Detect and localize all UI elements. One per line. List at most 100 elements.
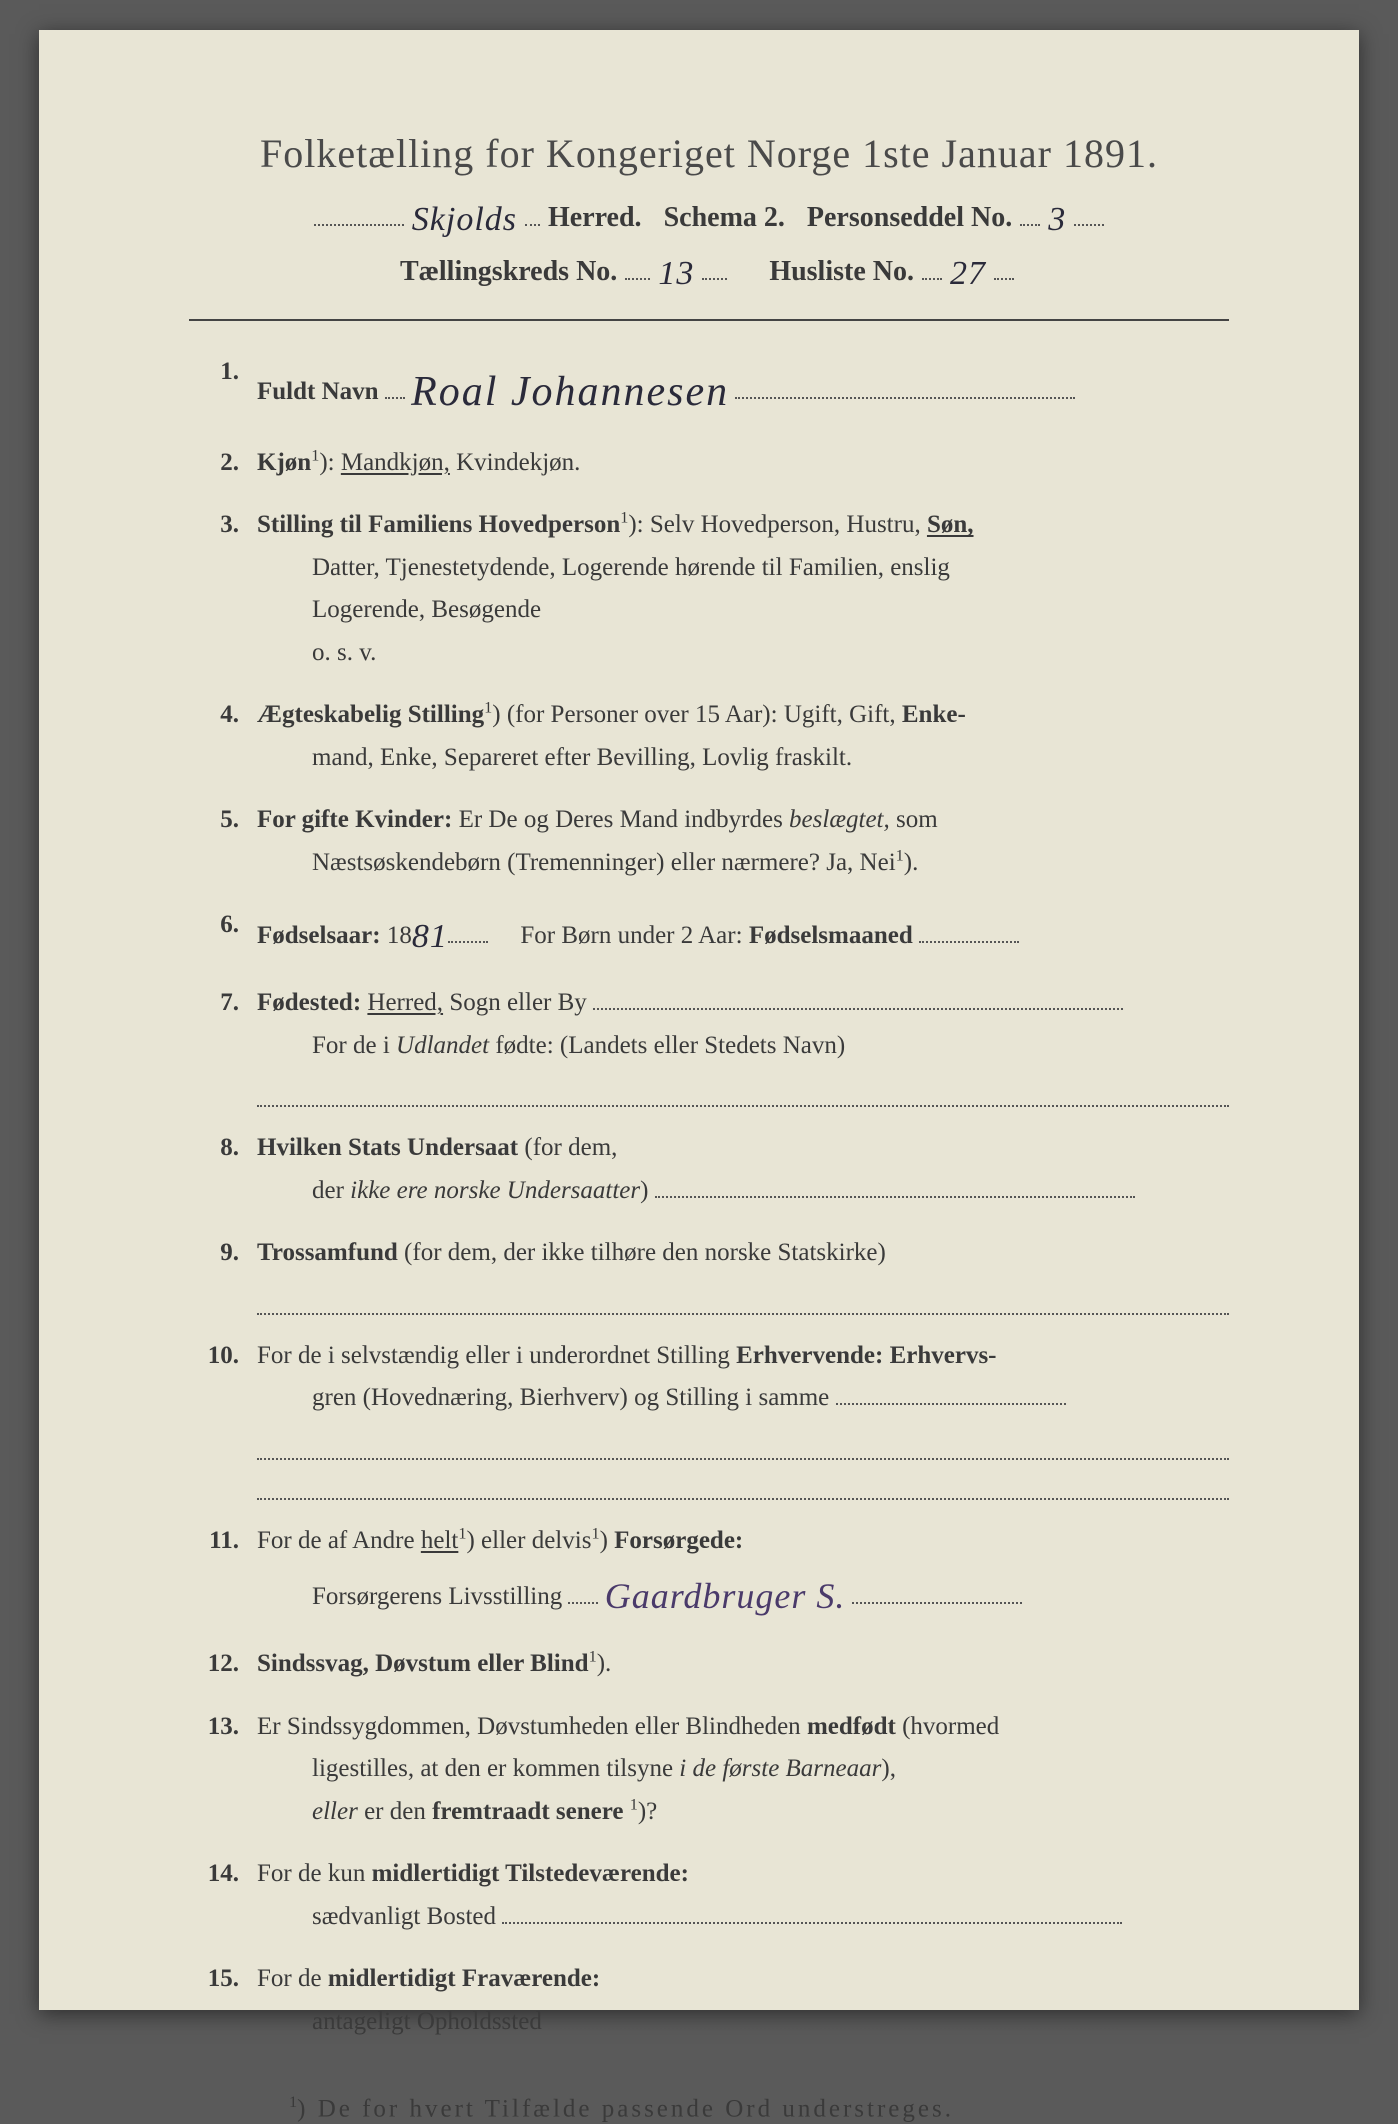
field-text: (hvormed — [902, 1713, 999, 1740]
dotted — [385, 374, 405, 399]
field-10-occupation: 10. For de i selvstændig eller i underor… — [189, 1335, 1229, 1500]
field-num: 15. — [189, 1958, 239, 2001]
field-text: Erhvervs- — [890, 1342, 997, 1369]
field-text: eller delvis — [481, 1527, 591, 1554]
field-text: Ugift, Gift, — [784, 701, 896, 728]
field-text: For de i selvstændig eller i underordnet… — [257, 1342, 730, 1369]
taellingskreds-value: 13 — [658, 255, 694, 293]
schema-label: Schema 2. — [664, 202, 785, 234]
field-text: beslægtet, — [789, 806, 890, 833]
dotted — [625, 249, 650, 280]
option-mandkjon: Mandkjøn, — [341, 449, 450, 476]
dotted — [593, 985, 1123, 1010]
field-15-absent: 15. For de midlertidigt Fraværende: anta… — [189, 1958, 1229, 2043]
field-text: antageligt Opholdssted — [257, 2001, 1229, 2044]
dotted — [735, 374, 1075, 399]
field-7-birthplace: 7. Fødested: Herred, Sogn eller By For d… — [189, 982, 1229, 1107]
field-num: 5. — [189, 799, 239, 842]
dotted — [919, 918, 1019, 943]
field-label: Stilling til Familiens Hovedperson — [257, 511, 620, 538]
form-title: Folketælling for Kongeriget Norge 1ste J… — [189, 130, 1229, 177]
field-num: 10. — [189, 1335, 239, 1378]
field-5-related: 5. For gifte Kvinder: Er De og Deres Man… — [189, 799, 1229, 884]
dotted — [502, 1899, 1122, 1924]
field-9-religion: 9. Trossamfund (for dem, der ikke tilhør… — [189, 1232, 1229, 1315]
husliste-value: 27 — [950, 255, 986, 293]
dotted — [922, 249, 942, 280]
year-value: 81 — [412, 918, 448, 955]
field-text: ligestilles, at den er kommen tilsyne — [312, 1755, 673, 1782]
footnote-ref: 1 — [591, 1524, 599, 1542]
dotted — [655, 1173, 1135, 1198]
field-text: For Børn under 2 Aar: — [520, 922, 742, 949]
field-num: 2. — [189, 442, 239, 485]
field-13-congenital: 13. Er Sindssygdommen, Døvstumheden elle… — [189, 1706, 1229, 1834]
field-text: medfødt — [807, 1713, 896, 1740]
taellingskreds-label: Tællingskreds No. — [400, 256, 617, 288]
dotted — [548, 2004, 1118, 2029]
field-text: (for dem, — [524, 1134, 617, 1161]
field-num: 13. — [189, 1706, 239, 1749]
footnote-ref: 1 — [589, 1648, 597, 1666]
field-num: 14. — [189, 1853, 239, 1896]
field-2-sex: 2. Kjøn1): Mandkjøn, Kvindekjøn. — [189, 442, 1229, 485]
field-text: For de i — [312, 1032, 390, 1059]
year-prefix: 18 — [387, 922, 412, 949]
dotted — [568, 1579, 598, 1604]
field-text: Enke- — [902, 701, 966, 728]
field-text: som — [896, 806, 938, 833]
field-label: Fødselsmaaned — [749, 922, 913, 949]
provider-value: Gaardbruger S. — [605, 1576, 846, 1616]
divider-line — [189, 319, 1229, 321]
field-num: 9. — [189, 1232, 239, 1275]
kreds-line: Tællingskreds No. 13 Husliste No. 27 — [189, 249, 1229, 289]
field-text: (for Personer over 15 Aar): — [507, 701, 778, 728]
field-text: For de af Andre — [257, 1527, 415, 1554]
dotted — [1074, 195, 1104, 226]
option-herred: Herred, — [367, 989, 443, 1016]
field-label: Fødested: — [257, 989, 361, 1016]
field-num: 7. — [189, 982, 239, 1025]
dotted — [994, 249, 1014, 280]
field-label: midlertidigt Fraværende: — [328, 1965, 600, 1992]
field-num: 1. — [189, 351, 239, 394]
field-label: For gifte Kvinder: — [257, 806, 452, 833]
option-helt: helt — [421, 1527, 459, 1554]
field-label: Fødselsaar: — [257, 922, 381, 949]
field-text: Er Sindssygdommen, Døvstumheden eller Bl… — [257, 1713, 801, 1740]
field-label: Ægteskabelig Stilling — [257, 701, 484, 728]
dotted — [852, 1579, 1022, 1604]
dotted — [525, 195, 540, 226]
field-text: Er De og Deres Mand indbyrdes — [459, 806, 783, 833]
field-text: der ikke ere norske Undersaatter) — [257, 1170, 1229, 1213]
field-3-relation: 3. Stilling til Familiens Hovedperson1):… — [189, 504, 1229, 674]
field-text: For de kun — [257, 1860, 365, 1887]
field-text: eller — [312, 1798, 358, 1825]
footnote: 1) De for hvert Tilfælde passende Ord un… — [189, 2093, 1229, 2123]
field-label: midlertidigt Tilstedeværende: — [372, 1860, 689, 1887]
field-text: sædvanligt Bosted — [312, 1903, 496, 1930]
name-value: Roal Johannesen — [411, 369, 729, 415]
form-header: Folketælling for Kongeriget Norge 1ste J… — [189, 130, 1229, 289]
field-text: fødte: (Landets eller Stedets Navn) — [495, 1032, 845, 1059]
field-text: ikke ere norske Undersaatter — [350, 1177, 640, 1204]
form-fields: 1. Fuldt Navn Roal Johannesen 2. Kjøn1):… — [189, 351, 1229, 2044]
field-label: Erhvervende: — [736, 1342, 883, 1369]
field-text: der — [312, 1177, 344, 1204]
field-label: Trossamfund — [257, 1239, 398, 1266]
field-1-name: 1. Fuldt Navn Roal Johannesen — [189, 351, 1229, 422]
dotted — [448, 918, 488, 943]
footnote-marker: 1 — [289, 2093, 297, 2111]
footnote-ref: 1 — [630, 1796, 638, 1814]
field-text: mand, Enke, Separeret efter Bevilling, L… — [257, 737, 1229, 780]
field-num: 4. — [189, 694, 239, 737]
option-son: Søn, — [927, 511, 974, 538]
field-text: Næstsøskendebørn (Tremenninger) eller næ… — [312, 849, 896, 876]
field-text: fremtraadt senere — [432, 1798, 623, 1825]
field-num: 12. — [189, 1643, 239, 1686]
personseddel-label: Personseddel No. — [807, 202, 1012, 234]
field-num: 8. — [189, 1127, 239, 1170]
field-4-marital: 4. Ægteskabelig Stilling1) (for Personer… — [189, 694, 1229, 779]
field-text: Forsørgerens Livsstilling — [312, 1583, 562, 1610]
field-text: Forsørgerens Livsstilling Gaardbruger S. — [257, 1562, 1229, 1623]
